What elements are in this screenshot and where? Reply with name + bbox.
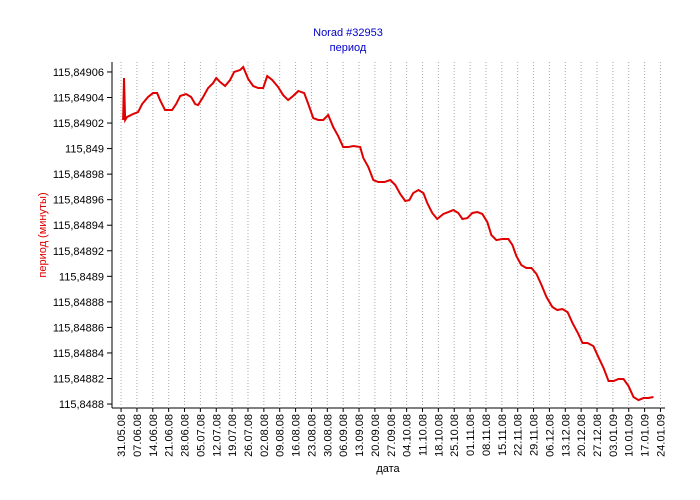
x-tick-label: 01.11.08 [465, 414, 477, 456]
x-tick-label: 04.10.08 [402, 414, 414, 457]
x-tick-label: 27.09.08 [386, 414, 398, 457]
x-tick-label: 15.11.08 [497, 414, 509, 456]
y-tick-label: 115,84904 [53, 93, 104, 105]
x-tick-label: 11.10.08 [417, 414, 429, 456]
chart-subtitle: период [330, 42, 367, 54]
y-tick-label: 115,84896 [53, 195, 104, 207]
x-tick-label: 08.11.08 [481, 414, 493, 456]
x-tick-label: 20.12.08 [576, 414, 588, 457]
y-tick-label: 115,8489 [59, 271, 104, 283]
x-tick-label: 17.01.09 [640, 414, 652, 457]
y-tick-label: 115,8488 [59, 399, 104, 411]
y-tick-label: 115,849 [65, 144, 104, 156]
data-line [122, 65, 654, 402]
x-tick-label: 30.08.08 [322, 414, 334, 457]
x-tick-label: 02.08.08 [259, 414, 271, 457]
y-tick-label: 115,84888 [53, 297, 104, 309]
x-tick-label: 13.12.08 [560, 414, 572, 457]
x-tick-label: 09.08.08 [275, 414, 287, 457]
x-tick-label: 07.06.08 [132, 414, 144, 457]
y-tick-label: 115,84882 [53, 373, 104, 385]
y-tick-label: 115,84894 [53, 220, 104, 232]
x-tick-label: 27.12.08 [592, 414, 604, 457]
x-tick-label: 10.01.09 [624, 414, 636, 457]
x-tick-label: 22.11.08 [513, 414, 525, 456]
x-tick-label: 25.10.08 [449, 414, 461, 457]
x-tick-label: 06.09.08 [338, 414, 350, 457]
y-tick-label: 115,84892 [53, 246, 104, 258]
x-tick-label: 21.06.08 [164, 414, 176, 457]
y-tick-label: 115,84886 [53, 322, 104, 334]
y-tick-label: 115,84902 [53, 118, 104, 130]
y-axis-label: период (минуты) [37, 192, 49, 277]
x-tick-label: 19.07.08 [227, 414, 239, 457]
x-tick-label: 31.05.08 [116, 414, 128, 457]
x-tick-label: 18.10.08 [433, 414, 445, 457]
x-tick-label: 12.07.08 [211, 414, 223, 457]
x-tick-label: 20.09.08 [370, 414, 382, 457]
x-axis-label: дата [376, 463, 400, 475]
x-tick-label: 23.08.08 [306, 414, 318, 457]
x-tick-label: 24.01.09 [655, 414, 667, 457]
x-tick-label: 14.06.08 [148, 414, 160, 457]
x-tick-label: 16.08.08 [291, 414, 303, 457]
x-tick-label: 29.11.08 [529, 414, 541, 456]
x-tick-label: 13.09.08 [354, 414, 366, 457]
x-tick-label: 28.06.08 [180, 414, 192, 457]
x-tick-label: 05.07.08 [195, 414, 207, 457]
y-tick-label: 115,84906 [53, 67, 104, 79]
x-tick-label: 03.01.09 [608, 414, 620, 457]
x-tick-label: 06.12.08 [544, 414, 556, 457]
x-tick-label: 26.07.08 [243, 414, 255, 457]
chart-title: Norad #32953 [313, 27, 383, 39]
y-tick-label: 115,84898 [53, 169, 104, 181]
y-tick-label: 115,84884 [53, 348, 104, 360]
